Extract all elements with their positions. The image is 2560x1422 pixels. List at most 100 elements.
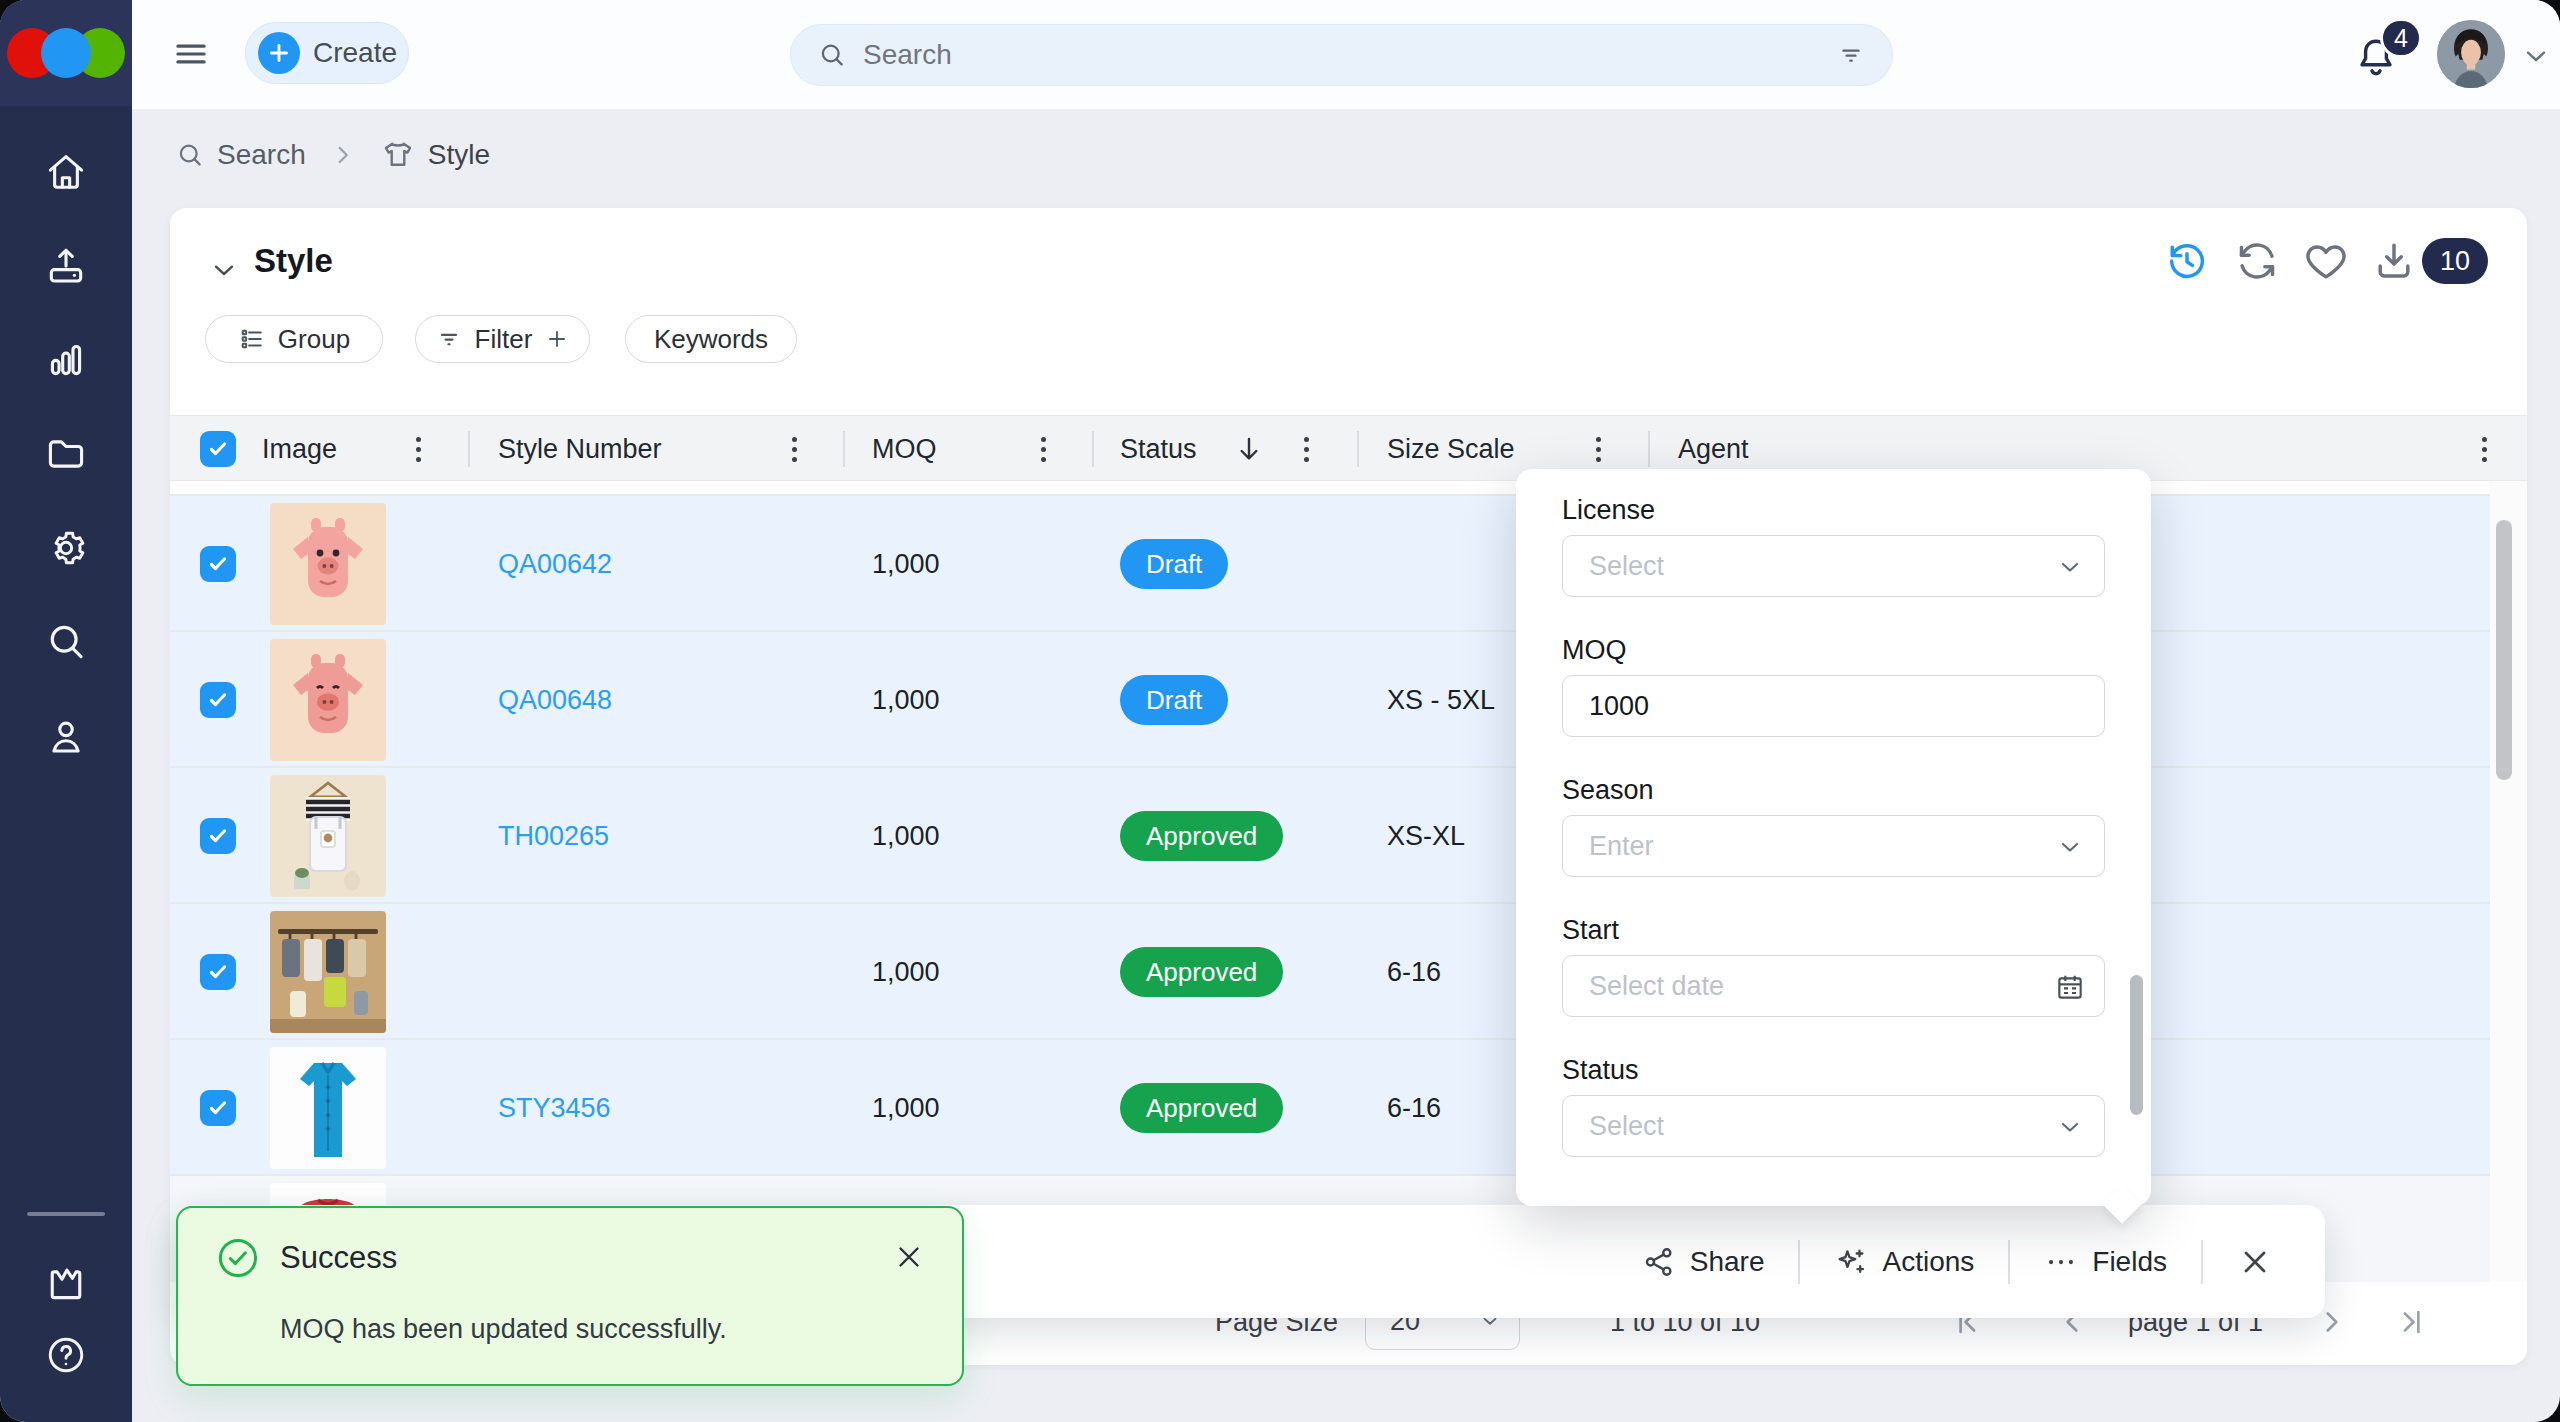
- row-checkbox[interactable]: [200, 1090, 236, 1126]
- row-checkbox[interactable]: [200, 682, 236, 718]
- share-button[interactable]: Share: [1642, 1245, 1765, 1279]
- avatar[interactable]: [2437, 20, 2505, 88]
- status-badge: Draft: [1120, 675, 1228, 725]
- moq-value: 1,000: [872, 496, 940, 632]
- notification-count-badge: 4: [2380, 18, 2422, 58]
- column-header-image[interactable]: Image: [262, 416, 337, 482]
- moq-input[interactable]: [1563, 676, 2104, 736]
- close-icon: [2237, 1244, 2273, 1280]
- filter-label: Filter: [475, 324, 533, 355]
- filter-icon[interactable]: [1836, 40, 1866, 70]
- style-number-link[interactable]: QA00648: [498, 632, 612, 768]
- table-settings-menu-icon[interactable]: [2466, 430, 2502, 468]
- download-icon[interactable]: [2371, 238, 2417, 284]
- result-count-badge: 10: [2422, 238, 2488, 284]
- search-input[interactable]: [861, 38, 1836, 72]
- factory-icon[interactable]: [44, 1260, 88, 1304]
- chevron-right-icon: [330, 142, 356, 168]
- actions-button[interactable]: Actions: [1834, 1245, 1974, 1279]
- check-circle-icon: [214, 1234, 262, 1282]
- upload-icon[interactable]: [44, 244, 88, 288]
- menu-icon[interactable]: [170, 33, 212, 75]
- season-select[interactable]: [1562, 815, 2105, 877]
- status-select-input[interactable]: [1563, 1096, 2104, 1156]
- row-checkbox[interactable]: [200, 546, 236, 582]
- sparkles-icon: [1834, 1245, 1868, 1279]
- size-scale-value: XS - 5XL: [1387, 632, 1495, 768]
- product-thumbnail[interactable]: [270, 1047, 386, 1169]
- column-header-moq[interactable]: MOQ: [872, 416, 937, 482]
- start-date-input[interactable]: [1563, 956, 2104, 1016]
- product-thumbnail[interactable]: [270, 503, 386, 625]
- style-number-link[interactable]: QA00642: [498, 496, 612, 632]
- column-header-style-number[interactable]: Style Number: [498, 416, 662, 482]
- breadcrumb: Search Style: [175, 128, 490, 182]
- season-label: Season: [1562, 775, 2105, 805]
- select-all-checkbox[interactable]: [200, 431, 236, 467]
- row-checkbox[interactable]: [200, 818, 236, 854]
- refresh-icon[interactable]: [2234, 238, 2280, 284]
- breadcrumb-style[interactable]: Style: [428, 139, 490, 171]
- status-column-menu-icon[interactable]: [1288, 430, 1324, 468]
- sidebar-divider: [27, 1212, 105, 1216]
- status-badge: Draft: [1120, 539, 1228, 589]
- create-label: Create: [313, 37, 397, 69]
- search-icon[interactable]: [44, 620, 88, 664]
- close-action-bar-button[interactable]: [2237, 1244, 2273, 1280]
- column-header-size-scale[interactable]: Size Scale: [1387, 416, 1515, 482]
- license-select[interactable]: [1562, 535, 2105, 597]
- style-number-link[interactable]: TH00265: [498, 768, 609, 904]
- close-icon[interactable]: [892, 1240, 926, 1274]
- help-icon[interactable]: [44, 1333, 88, 1377]
- style-results-card: Style 10 Group Filter Keywords Image Sty…: [170, 208, 2527, 1365]
- filter-button[interactable]: Filter: [415, 315, 590, 363]
- license-select-input[interactable]: [1563, 536, 2104, 596]
- size-scale-column-menu-icon[interactable]: [1580, 430, 1616, 468]
- product-thumbnail[interactable]: [270, 775, 386, 897]
- ellipsis-icon: [2044, 1245, 2078, 1279]
- style-number-link[interactable]: STY3456: [498, 1040, 611, 1176]
- create-button[interactable]: Create: [245, 22, 409, 84]
- search-icon: [175, 140, 205, 170]
- size-scale-value: XS-XL: [1387, 768, 1465, 904]
- product-thumbnail[interactable]: [270, 639, 386, 761]
- table-vertical-scrollbar[interactable]: [2496, 520, 2512, 780]
- group-button[interactable]: Group: [205, 315, 383, 363]
- column-header-status[interactable]: Status: [1120, 416, 1197, 482]
- collapse-chevron-icon[interactable]: [208, 254, 240, 286]
- image-column-menu-icon[interactable]: [400, 430, 436, 468]
- start-date-field[interactable]: [1562, 955, 2105, 1017]
- breadcrumb-search[interactable]: Search: [217, 139, 306, 171]
- panel-scrollbar[interactable]: [2130, 975, 2143, 1115]
- calendar-icon[interactable]: [2054, 971, 2086, 1003]
- profile-icon[interactable]: [44, 714, 88, 758]
- season-select-input[interactable]: [1563, 816, 2104, 876]
- row-checkbox[interactable]: [200, 954, 236, 990]
- history-icon[interactable]: [2164, 238, 2210, 284]
- keywords-button[interactable]: Keywords: [625, 315, 797, 363]
- home-icon[interactable]: [44, 150, 88, 194]
- folder-icon[interactable]: [44, 432, 88, 476]
- table-header: Image Style Number MOQ Status Size Scale…: [170, 415, 2527, 481]
- plus-icon: [258, 32, 300, 74]
- tshirt-icon: [380, 137, 416, 173]
- edit-fields-panel: License MOQ Season Start Status: [1516, 469, 2151, 1206]
- notifications-button[interactable]: 4: [2352, 24, 2436, 94]
- moq-label: MOQ: [1562, 635, 2105, 665]
- style-number-column-menu-icon[interactable]: [776, 430, 812, 468]
- page-title: Style: [254, 242, 333, 280]
- product-thumbnail[interactable]: [270, 911, 386, 1033]
- heart-icon[interactable]: [2303, 238, 2349, 284]
- search-icon: [817, 40, 847, 70]
- status-select[interactable]: [1562, 1095, 2105, 1157]
- app-window: Create 4 Search Style Style 10: [0, 0, 2560, 1422]
- moq-column-menu-icon[interactable]: [1025, 430, 1061, 468]
- chevron-down-icon[interactable]: [2520, 40, 2552, 72]
- analytics-icon[interactable]: [44, 338, 88, 382]
- sort-descending-icon[interactable]: [1233, 433, 1265, 465]
- moq-value: 1,000: [872, 904, 940, 1040]
- fields-button[interactable]: Fields: [2044, 1245, 2167, 1279]
- moq-field[interactable]: [1562, 675, 2105, 737]
- last-page-icon[interactable]: [2395, 1302, 2429, 1342]
- settings-icon[interactable]: [44, 526, 88, 570]
